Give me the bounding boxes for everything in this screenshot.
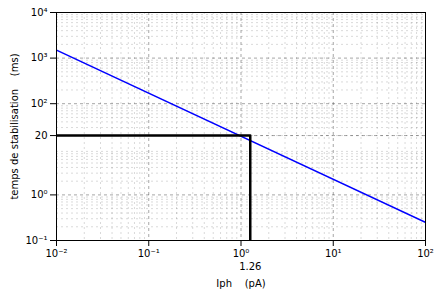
svg-text:10¹: 10¹ (325, 248, 342, 259)
svg-text:10³: 10³ (31, 52, 48, 63)
svg-text:Iph (pA): Iph (pA) (216, 278, 265, 289)
svg-text:temps de stabilisation (ms): temps de stabilisation (ms) (9, 53, 20, 199)
svg-text:10⁻¹: 10⁻¹ (138, 248, 160, 259)
svg-text:10⁰: 10⁰ (31, 189, 48, 200)
svg-text:10⁻¹: 10⁻¹ (25, 235, 47, 246)
svg-text:20: 20 (35, 130, 48, 141)
svg-text:10⁰: 10⁰ (233, 248, 250, 259)
svg-text:10⁻²: 10⁻² (45, 248, 67, 259)
svg-text:10⁴: 10⁴ (31, 7, 48, 18)
svg-text:10²: 10² (417, 248, 434, 259)
svg-text:10²: 10² (31, 98, 48, 109)
svg-text:1.26: 1.26 (239, 261, 261, 272)
